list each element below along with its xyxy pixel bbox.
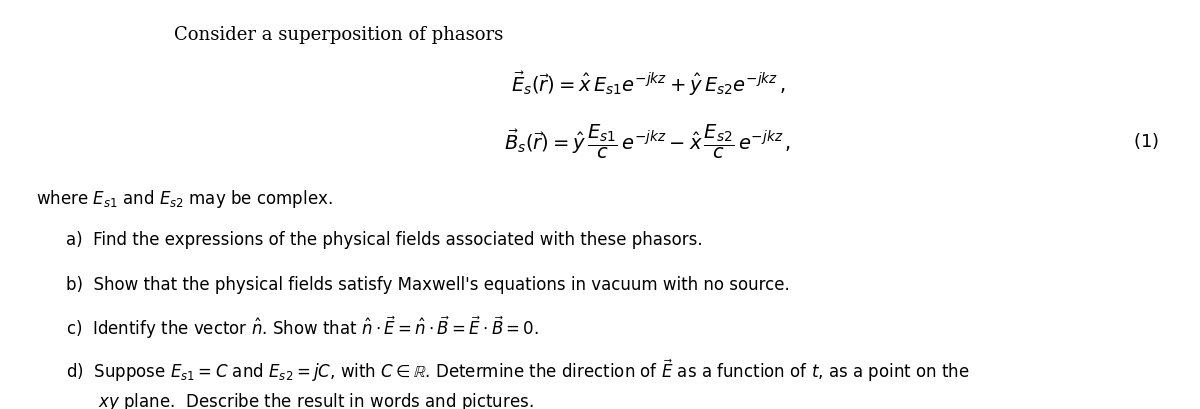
Text: d)  Suppose $E_{s1} = C$ and $E_{s2} = jC$, with $C \in \mathbb{R}$. Determine t: d) Suppose $E_{s1} = C$ and $E_{s2} = jC…: [66, 357, 970, 383]
Text: where $E_{s1}$ and $E_{s2}$ may be complex.: where $E_{s1}$ and $E_{s2}$ may be compl…: [36, 187, 332, 209]
Text: b)  Show that the physical fields satisfy Maxwell's equations in vacuum with no : b) Show that the physical fields satisfy…: [66, 275, 790, 293]
Text: Consider a superposition of phasors: Consider a superposition of phasors: [174, 26, 503, 44]
Text: $xy$ plane.  Describe the result in words and pictures.: $xy$ plane. Describe the result in words…: [98, 390, 534, 409]
Text: $(1)$: $(1)$: [1133, 131, 1159, 151]
Text: $\vec{B}_s(\vec{r}) = \hat{y}\,\dfrac{E_{s1}}{c}\, e^{-jkz} - \hat{x}\,\dfrac{E_: $\vec{B}_s(\vec{r}) = \hat{y}\,\dfrac{E_…: [504, 122, 792, 160]
Text: a)  Find the expressions of the physical fields associated with these phasors.: a) Find the expressions of the physical …: [66, 230, 703, 248]
Text: c)  Identify the vector $\hat{n}$. Show that $\hat{n} \cdot \vec{E} = \hat{n} \c: c) Identify the vector $\hat{n}$. Show t…: [66, 314, 539, 340]
Text: $\vec{E}_s(\vec{r}) = \hat{x}\, E_{s1} e^{-jkz} + \hat{y}\, E_{s2} e^{-jkz}\,,$: $\vec{E}_s(\vec{r}) = \hat{x}\, E_{s1} e…: [510, 70, 786, 98]
